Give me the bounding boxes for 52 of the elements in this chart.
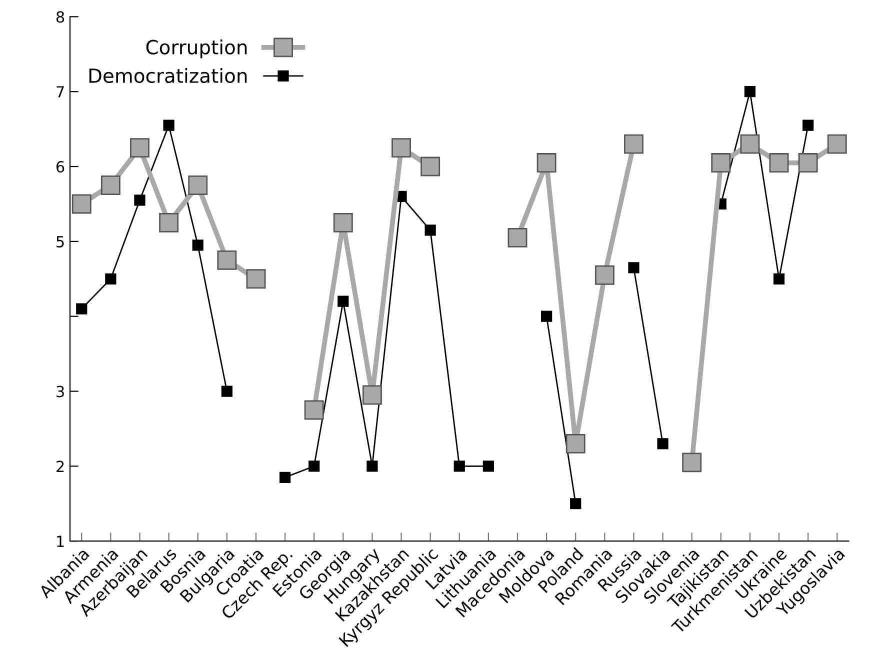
point: [682, 452, 702, 472]
point: [279, 472, 291, 483]
point: [304, 400, 324, 420]
point: [392, 138, 411, 158]
point: [540, 310, 552, 322]
point: [100, 176, 120, 195]
point: [798, 153, 818, 172]
point: [566, 434, 586, 454]
y-tick-label: 3: [56, 386, 64, 398]
point: [192, 240, 204, 251]
point: [362, 385, 382, 405]
y-tick-label: 8: [56, 11, 64, 23]
point: [134, 194, 146, 206]
point: [159, 212, 179, 232]
point: [536, 153, 556, 172]
point: [308, 460, 320, 472]
point: [802, 120, 814, 131]
point: [424, 224, 436, 236]
point: [482, 460, 494, 472]
point: [366, 460, 378, 472]
point: [508, 228, 528, 248]
point: [454, 460, 465, 472]
point: [221, 386, 232, 397]
point: [773, 273, 785, 284]
point: [72, 194, 92, 214]
point: [769, 153, 789, 172]
point: [624, 134, 644, 154]
point: [827, 134, 847, 154]
point: [711, 153, 731, 172]
point: [657, 438, 668, 450]
point: [570, 498, 582, 510]
point: [740, 134, 760, 154]
point: [130, 138, 150, 158]
legend-label: Democratization: [89, 68, 247, 84]
y-tick-label: 5: [56, 236, 64, 248]
y-tick-label: 1: [57, 536, 64, 547]
y-tick-label: 2: [56, 460, 64, 472]
y-tick-label: 6: [56, 160, 64, 173]
point: [217, 250, 237, 270]
point: [246, 269, 266, 289]
point: [188, 176, 208, 195]
point: [744, 86, 756, 98]
point: [628, 262, 640, 274]
point: [105, 273, 116, 284]
legend-label: Corruption: [146, 39, 247, 58]
point: [338, 296, 349, 307]
point: [594, 265, 614, 285]
point: [420, 156, 440, 176]
point: [333, 212, 353, 232]
point: [163, 120, 174, 131]
point: [76, 303, 88, 314]
y-tick-label: 7: [56, 86, 64, 98]
